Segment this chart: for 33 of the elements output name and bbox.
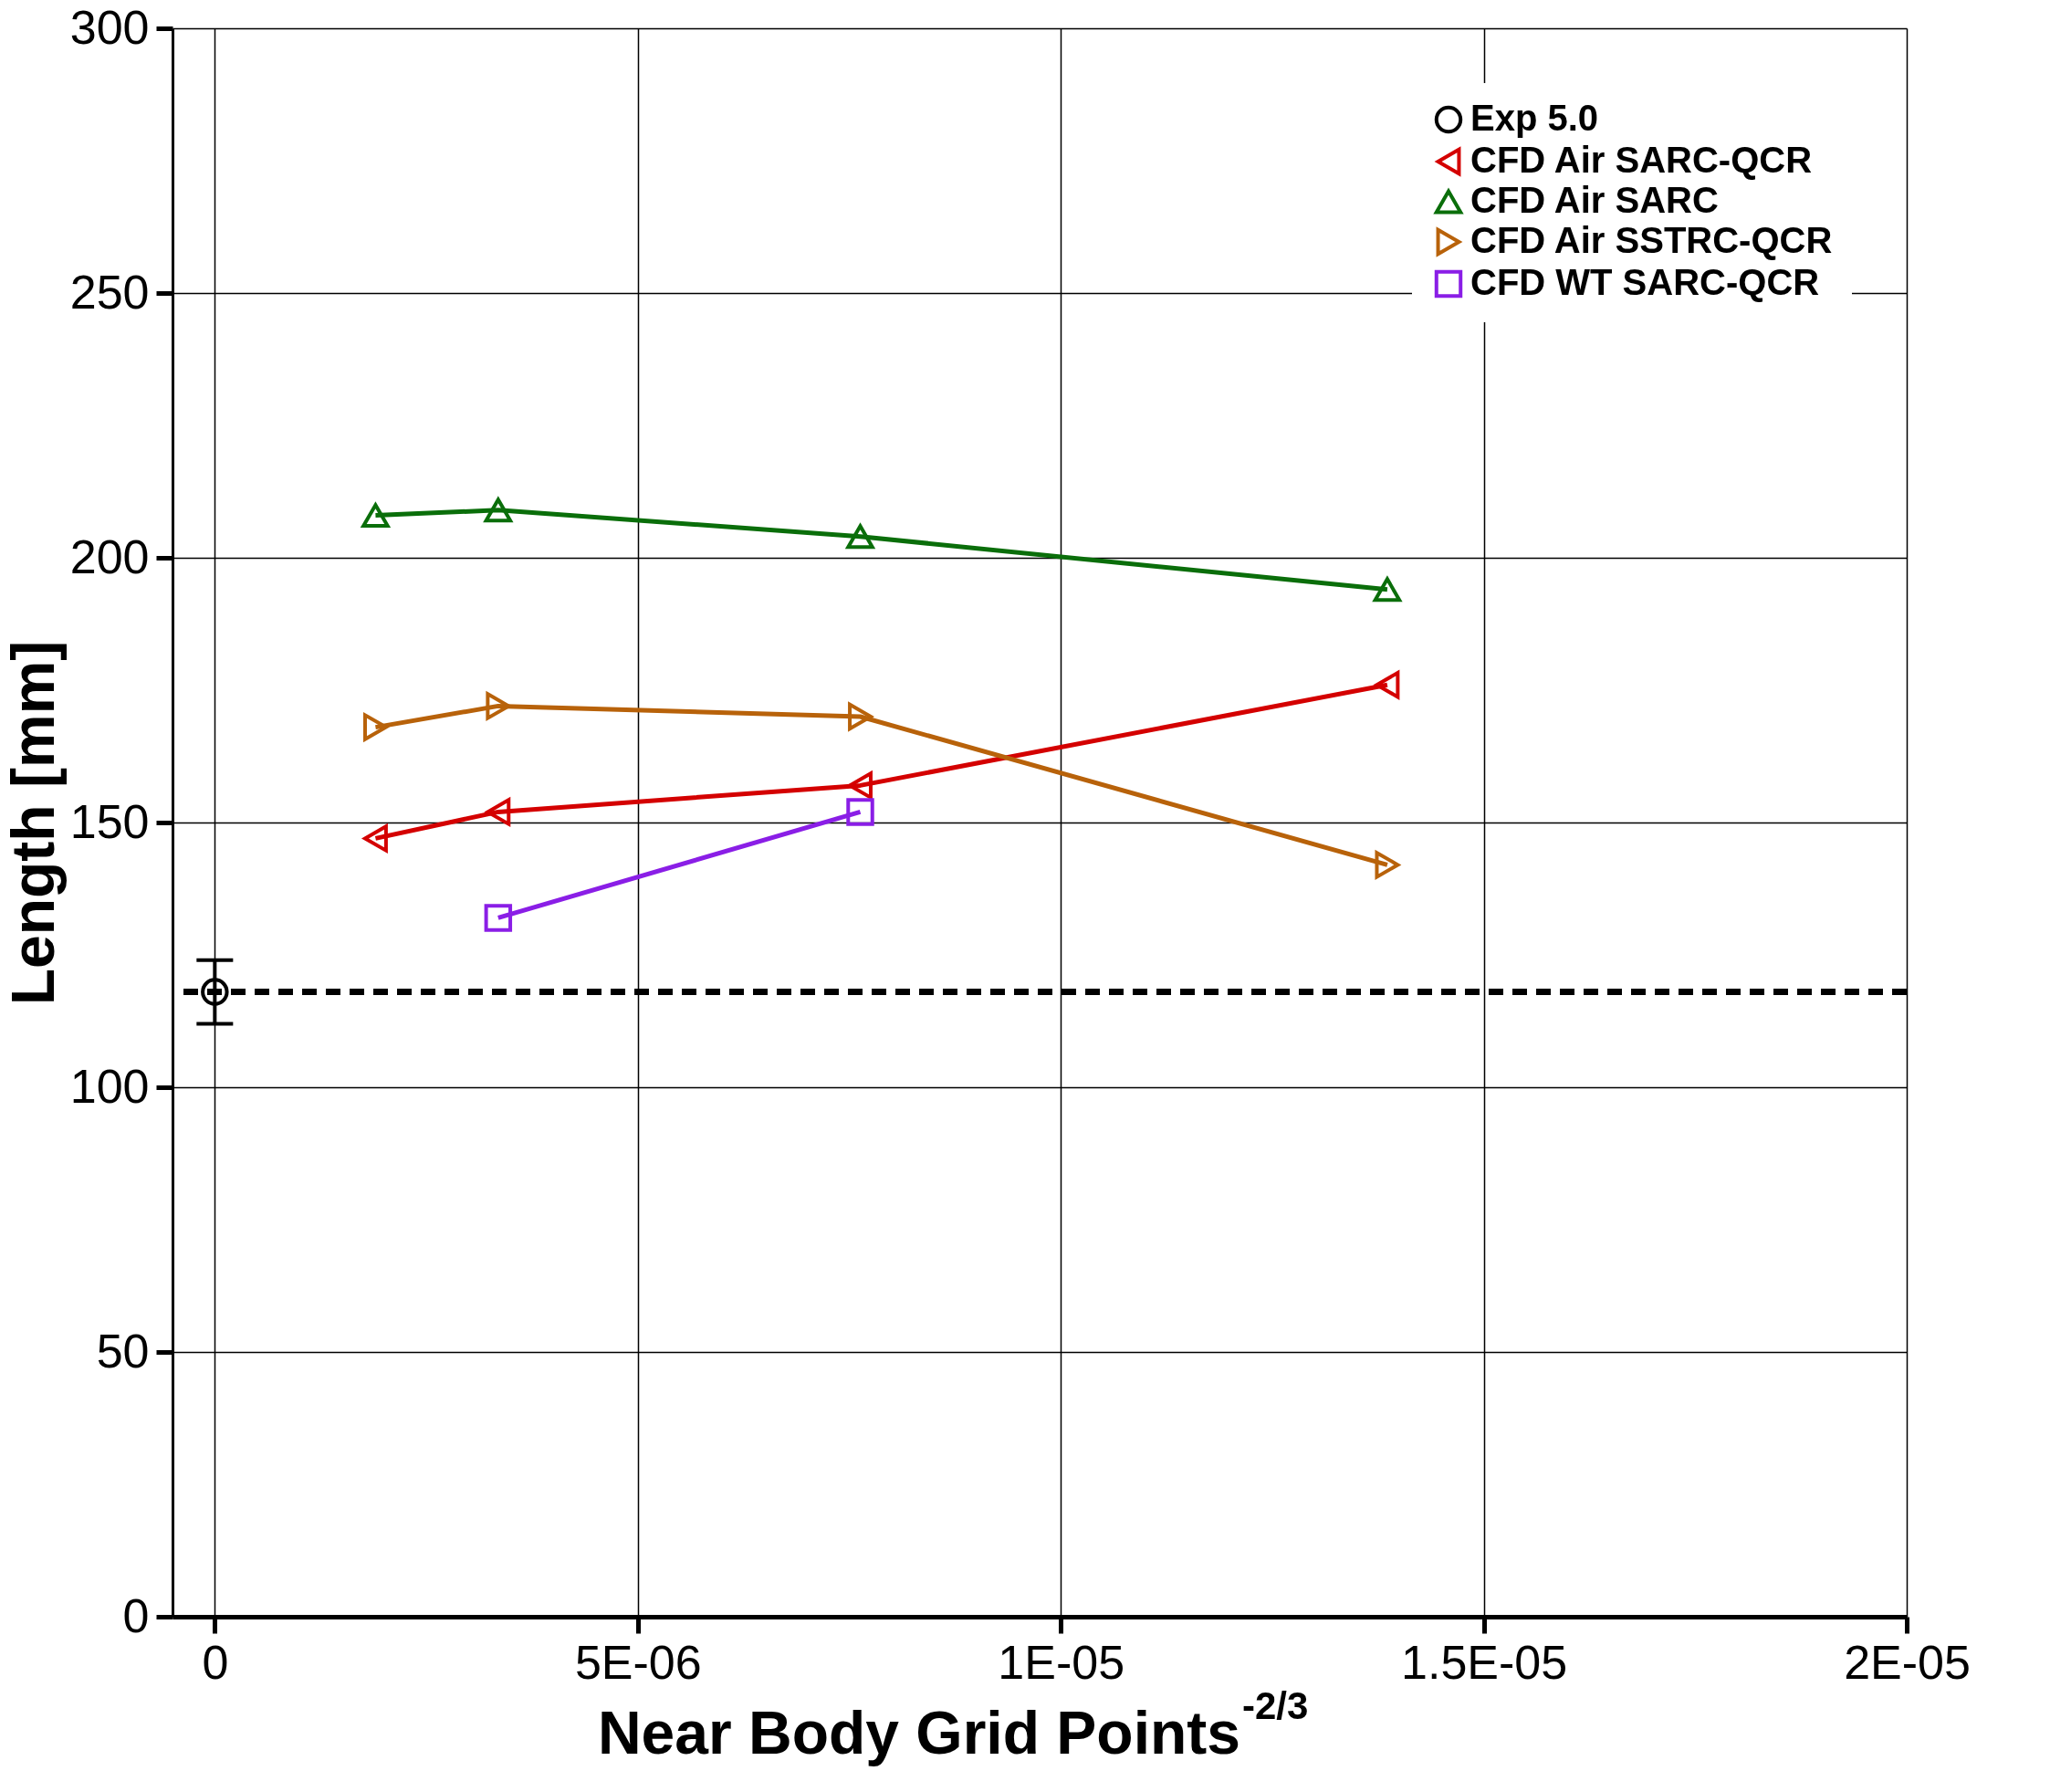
y-tick-label: 300	[69, 0, 150, 54]
x-tick-label: 5E-06	[574, 1635, 702, 1689]
legend-label: CFD Air SARC-QCR	[1470, 140, 1813, 180]
y-axis-title: Length [mm]	[0, 640, 67, 1006]
point	[1375, 849, 1402, 880]
point	[846, 798, 874, 826]
x-tick-label: 1.5E-05	[1401, 1635, 1568, 1689]
point	[846, 524, 874, 550]
y-tick-label: 150	[69, 794, 150, 848]
point	[484, 498, 513, 523]
point	[848, 702, 873, 731]
y-tick-label: 50	[96, 1324, 150, 1378]
x-tick-label: 1E-05	[998, 1635, 1125, 1689]
y-tick-label: 200	[69, 529, 150, 583]
x-tick-label: 2E-05	[1844, 1635, 1971, 1689]
legend-label: CFD WT SARC-QCR	[1470, 262, 1820, 302]
legend-label: CFD Air SARC	[1470, 180, 1719, 220]
point	[486, 798, 511, 826]
point	[486, 692, 511, 720]
point	[201, 978, 229, 1006]
point	[361, 503, 390, 529]
point	[1375, 670, 1400, 699]
legend-label: CFD Air SSTRC-QCR	[1470, 220, 1833, 260]
point	[848, 771, 873, 800]
y-tick-label: 0	[122, 1588, 150, 1642]
y-tick-label: 100	[69, 1059, 150, 1113]
legend-label: Exp 5.0	[1470, 98, 1599, 138]
y-tick-label: 250	[69, 265, 150, 319]
point	[362, 824, 388, 853]
point	[484, 904, 513, 932]
point	[1373, 577, 1402, 603]
x-tick-label: 0	[202, 1635, 229, 1689]
point	[362, 713, 388, 741]
